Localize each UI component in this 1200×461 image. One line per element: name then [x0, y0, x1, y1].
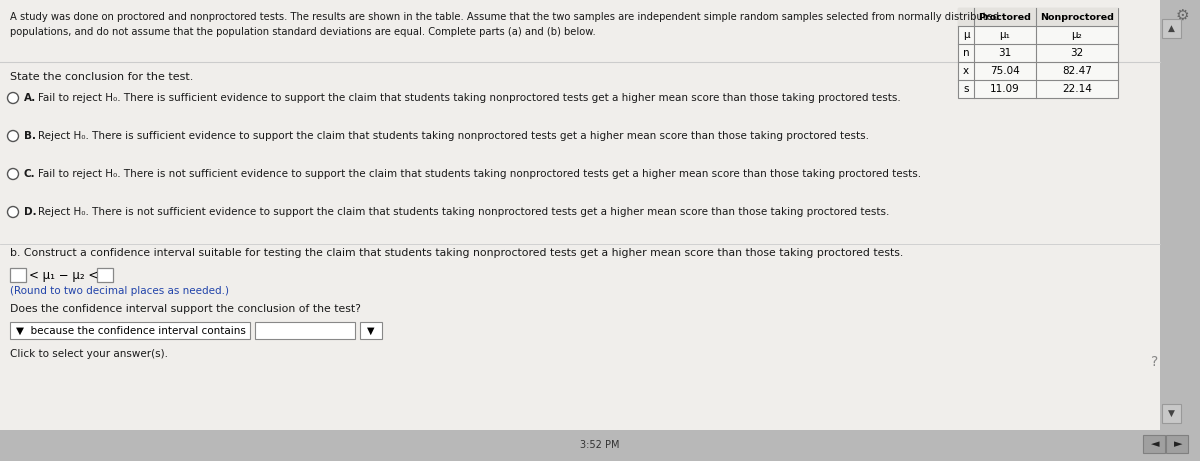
Text: Proctored: Proctored	[978, 12, 1032, 22]
Text: Fail to reject H₀. There is sufficient evidence to support the claim that studen: Fail to reject H₀. There is sufficient e…	[38, 93, 901, 103]
Text: ►: ►	[1174, 439, 1182, 449]
FancyBboxPatch shape	[0, 0, 1160, 461]
Text: 3:52 PM: 3:52 PM	[581, 440, 619, 450]
Circle shape	[7, 169, 18, 179]
Text: Fail to reject H₀. There is not sufficient evidence to support the claim that st: Fail to reject H₀. There is not sufficie…	[38, 169, 922, 179]
Text: 32: 32	[1070, 48, 1084, 58]
Text: ⚙: ⚙	[1175, 8, 1189, 23]
FancyBboxPatch shape	[10, 268, 26, 282]
FancyBboxPatch shape	[1162, 19, 1181, 38]
Text: μ₂: μ₂	[1072, 30, 1082, 40]
Text: Does the confidence interval support the conclusion of the test?: Does the confidence interval support the…	[10, 304, 361, 314]
Text: 11.09: 11.09	[990, 84, 1020, 94]
Text: State the conclusion for the test.: State the conclusion for the test.	[10, 72, 193, 82]
Text: Nonproctored: Nonproctored	[1040, 12, 1114, 22]
Text: s: s	[964, 84, 968, 94]
FancyBboxPatch shape	[360, 322, 382, 339]
FancyBboxPatch shape	[958, 8, 1118, 26]
Text: b. Construct a confidence interval suitable for testing the claim that students : b. Construct a confidence interval suita…	[10, 248, 904, 258]
Text: D.: D.	[24, 207, 37, 217]
Text: (Round to two decimal places as needed.): (Round to two decimal places as needed.)	[10, 286, 229, 296]
Text: 75.04: 75.04	[990, 66, 1020, 76]
FancyBboxPatch shape	[1162, 404, 1181, 423]
Text: n: n	[962, 48, 970, 58]
Text: ◄: ◄	[1151, 439, 1159, 449]
Text: ▲: ▲	[1168, 24, 1175, 33]
FancyBboxPatch shape	[97, 268, 113, 282]
FancyBboxPatch shape	[958, 8, 1118, 98]
Text: A.: A.	[24, 93, 36, 103]
Text: ▼: ▼	[1168, 409, 1175, 418]
Text: ▼: ▼	[367, 325, 374, 336]
FancyBboxPatch shape	[1160, 0, 1200, 461]
Circle shape	[7, 130, 18, 142]
Text: Reject H₀. There is not sufficient evidence to support the claim that students t: Reject H₀. There is not sufficient evide…	[38, 207, 889, 217]
FancyBboxPatch shape	[1142, 435, 1165, 453]
Text: μ: μ	[962, 30, 970, 40]
Circle shape	[7, 93, 18, 104]
Circle shape	[7, 207, 18, 218]
Text: x: x	[962, 66, 970, 76]
Text: Reject H₀. There is sufficient evidence to support the claim that students takin: Reject H₀. There is sufficient evidence …	[38, 131, 869, 141]
Text: B.: B.	[24, 131, 36, 141]
Text: < μ₁ − μ₂ <: < μ₁ − μ₂ <	[29, 268, 98, 282]
Text: 31: 31	[998, 48, 1012, 58]
Text: populations, and do not assume that the population standard deviations are equal: populations, and do not assume that the …	[10, 27, 595, 37]
Text: Click to select your answer(s).: Click to select your answer(s).	[10, 349, 168, 359]
FancyBboxPatch shape	[256, 322, 355, 339]
FancyBboxPatch shape	[1166, 435, 1188, 453]
Text: 22.14: 22.14	[1062, 84, 1092, 94]
Text: A study was done on proctored and nonproctored tests. The results are shown in t: A study was done on proctored and nonpro…	[10, 12, 1000, 22]
Text: μ₁: μ₁	[1000, 30, 1010, 40]
FancyBboxPatch shape	[0, 430, 1200, 461]
FancyBboxPatch shape	[10, 322, 250, 339]
Text: 82.47: 82.47	[1062, 66, 1092, 76]
Text: ▼  because the confidence interval contains: ▼ because the confidence interval contai…	[16, 325, 246, 336]
Text: ?: ?	[1151, 355, 1159, 369]
Text: C.: C.	[24, 169, 36, 179]
